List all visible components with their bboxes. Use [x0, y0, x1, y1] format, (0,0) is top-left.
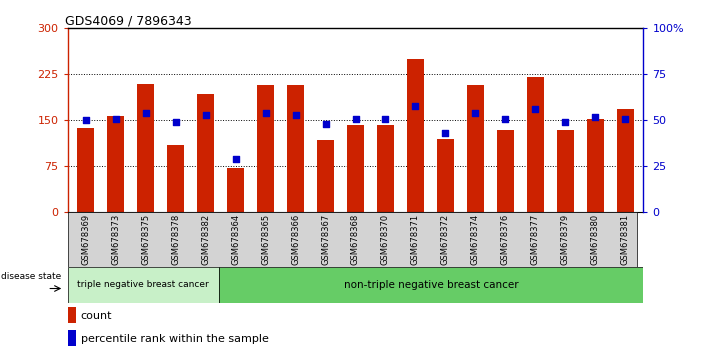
Text: non-triple negative breast cancer: non-triple negative breast cancer	[344, 280, 518, 290]
Point	[170, 119, 181, 125]
Text: GSM678376: GSM678376	[501, 214, 510, 265]
Point	[200, 112, 211, 118]
Point	[470, 110, 481, 116]
Text: disease state: disease state	[1, 272, 62, 281]
Text: GSM678367: GSM678367	[321, 214, 330, 265]
Point	[110, 116, 122, 121]
Text: GSM678370: GSM678370	[381, 214, 390, 265]
Text: GSM678369: GSM678369	[81, 214, 90, 265]
Text: GSM678380: GSM678380	[591, 214, 600, 265]
Bar	[287, 85, 304, 212]
Bar	[77, 128, 94, 212]
Point	[290, 112, 301, 118]
Bar	[587, 119, 604, 212]
Bar	[617, 109, 634, 212]
Point	[140, 110, 151, 116]
Point	[320, 121, 331, 127]
Text: GSM678371: GSM678371	[411, 214, 420, 265]
Bar	[497, 130, 514, 212]
Bar	[467, 85, 483, 212]
Bar	[407, 59, 424, 212]
Bar	[197, 94, 214, 212]
Bar	[378, 125, 394, 212]
Text: GSM678379: GSM678379	[561, 214, 570, 265]
Point	[380, 116, 391, 121]
Bar	[228, 168, 244, 212]
Text: GDS4069 / 7896343: GDS4069 / 7896343	[65, 14, 191, 27]
Bar	[437, 139, 454, 212]
Text: GSM678366: GSM678366	[291, 214, 300, 265]
Bar	[219, 267, 643, 303]
Text: GSM678375: GSM678375	[141, 214, 150, 265]
Bar	[557, 130, 574, 212]
Point	[230, 156, 241, 162]
Bar	[167, 145, 183, 212]
Text: GSM678365: GSM678365	[261, 214, 270, 265]
Bar	[107, 116, 124, 212]
Text: GSM678378: GSM678378	[171, 214, 180, 265]
Bar	[257, 85, 274, 212]
Point	[620, 116, 631, 121]
Point	[560, 119, 571, 125]
Text: GSM678381: GSM678381	[621, 214, 630, 265]
Point	[80, 118, 91, 123]
Bar	[68, 307, 76, 324]
Point	[260, 110, 271, 116]
Bar	[528, 78, 544, 212]
Point	[350, 116, 361, 121]
Text: percentile rank within the sample: percentile rank within the sample	[80, 333, 268, 344]
Point	[440, 130, 451, 136]
Point	[590, 114, 602, 120]
Bar	[347, 125, 364, 212]
Bar	[317, 140, 333, 212]
Text: GSM678374: GSM678374	[471, 214, 480, 265]
Point	[500, 116, 511, 121]
Bar	[137, 84, 154, 212]
Text: GSM678364: GSM678364	[231, 214, 240, 265]
Text: GSM678368: GSM678368	[351, 214, 360, 265]
Bar	[68, 267, 219, 303]
Text: count: count	[80, 310, 112, 321]
Point	[410, 103, 421, 108]
Text: GSM678372: GSM678372	[441, 214, 450, 265]
Text: GSM678382: GSM678382	[201, 214, 210, 265]
Bar	[68, 330, 76, 346]
Text: triple negative breast cancer: triple negative breast cancer	[77, 280, 209, 290]
Point	[530, 107, 541, 112]
Text: GSM678377: GSM678377	[531, 214, 540, 265]
Text: GSM678373: GSM678373	[111, 214, 120, 265]
